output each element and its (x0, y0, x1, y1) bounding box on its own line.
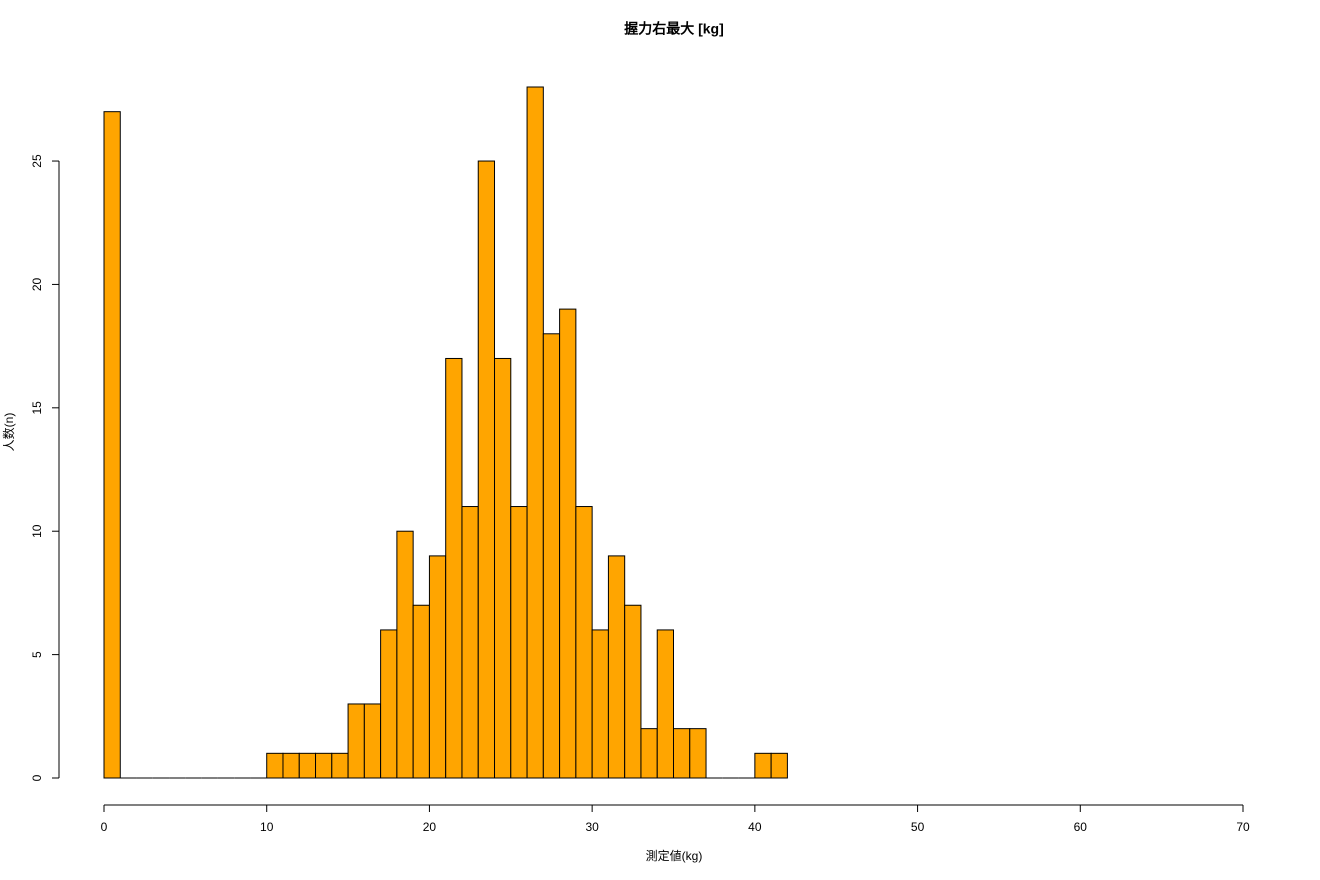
bar (347, 703, 365, 779)
bar (754, 752, 772, 779)
x-tick-label: 70 (1236, 820, 1250, 834)
bar (510, 506, 528, 779)
bar (396, 530, 414, 779)
bar (380, 629, 398, 779)
bar (542, 333, 561, 779)
bar (445, 357, 463, 779)
bar (591, 629, 609, 779)
y-tick-label: 20 (30, 277, 44, 291)
bar (363, 703, 382, 779)
x-tick-label: 10 (260, 820, 274, 834)
bar (559, 308, 577, 779)
x-tick-label: 40 (748, 820, 762, 834)
bar (575, 506, 593, 779)
x-tick-label: 60 (1074, 820, 1088, 834)
bar (607, 555, 626, 779)
bar (282, 752, 300, 779)
bar (266, 752, 284, 779)
chart-title: 握力右最大 [kg] (624, 21, 724, 37)
x-tick-label: 0 (101, 820, 108, 834)
bar (428, 555, 447, 779)
x-axis-label: 測定値(kg) (646, 848, 703, 863)
bar (689, 728, 707, 779)
bar (461, 506, 479, 779)
bar (656, 629, 675, 779)
y-tick-label: 15 (30, 401, 44, 415)
bar (315, 752, 333, 779)
bar (640, 728, 658, 779)
bar (331, 752, 349, 779)
x-tick-label: 20 (423, 820, 437, 834)
bar (298, 752, 317, 779)
bar (673, 728, 691, 779)
y-tick-label: 25 (30, 154, 44, 168)
bar (526, 86, 544, 779)
y-tick-label: 0 (30, 774, 44, 781)
x-tick-label: 50 (911, 820, 925, 834)
y-tick-label: 10 (30, 524, 44, 538)
bar (494, 357, 512, 779)
x-tick-label: 30 (585, 820, 599, 834)
bar (103, 111, 121, 779)
bar (624, 604, 642, 779)
bar (770, 752, 788, 779)
bar (477, 160, 496, 779)
y-tick-label: 5 (30, 651, 44, 658)
y-axis-label: 人数(n) (1, 413, 16, 452)
bar (412, 604, 430, 779)
